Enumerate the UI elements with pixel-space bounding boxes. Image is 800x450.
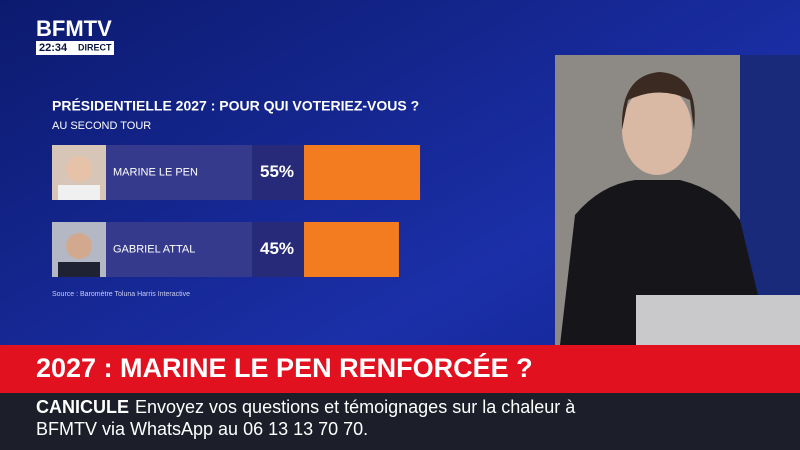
bar	[304, 222, 399, 277]
name-box	[106, 145, 252, 200]
presenter-hair	[621, 72, 695, 130]
photo-shoulders	[58, 262, 100, 277]
photo-shoulders	[58, 185, 100, 200]
ticker-bar	[0, 393, 800, 450]
logo: BFMTV	[36, 16, 112, 41]
laptop	[636, 295, 800, 347]
presenter-face	[622, 85, 692, 175]
ticker-text: Envoyez vos questions et témoignages sur…	[36, 397, 576, 439]
chart-subtitle: AU SECOND TOUR	[52, 120, 151, 132]
category-label: MARINE LE PEN	[113, 166, 198, 178]
live-label: DIRECT	[78, 42, 112, 52]
bar	[304, 145, 421, 200]
headline: 2027 : MARINE LE PEN RENFORCÉE ?	[36, 352, 533, 383]
clock-box	[36, 41, 114, 55]
value-label: 55%	[260, 162, 294, 181]
value-label: 45%	[260, 239, 294, 258]
ticker: CANICULE Envoyez vos questions et témoign…	[36, 396, 636, 440]
clock: 22:34	[39, 42, 68, 54]
photo-face	[66, 156, 92, 182]
value-box	[252, 222, 304, 277]
category-label: GABRIEL ATTAL	[113, 243, 195, 255]
name-box	[106, 222, 252, 277]
value-box	[252, 145, 304, 200]
photo-face	[66, 233, 92, 259]
chart-title: PRÉSIDENTIELLE 2027 : POUR QUI VOTERIEZ-…	[52, 98, 419, 114]
source: Source : Baromètre Toluna Harris Interac…	[52, 291, 190, 298]
headline-banner	[0, 345, 800, 393]
ticker-label: CANICULE	[36, 397, 129, 417]
